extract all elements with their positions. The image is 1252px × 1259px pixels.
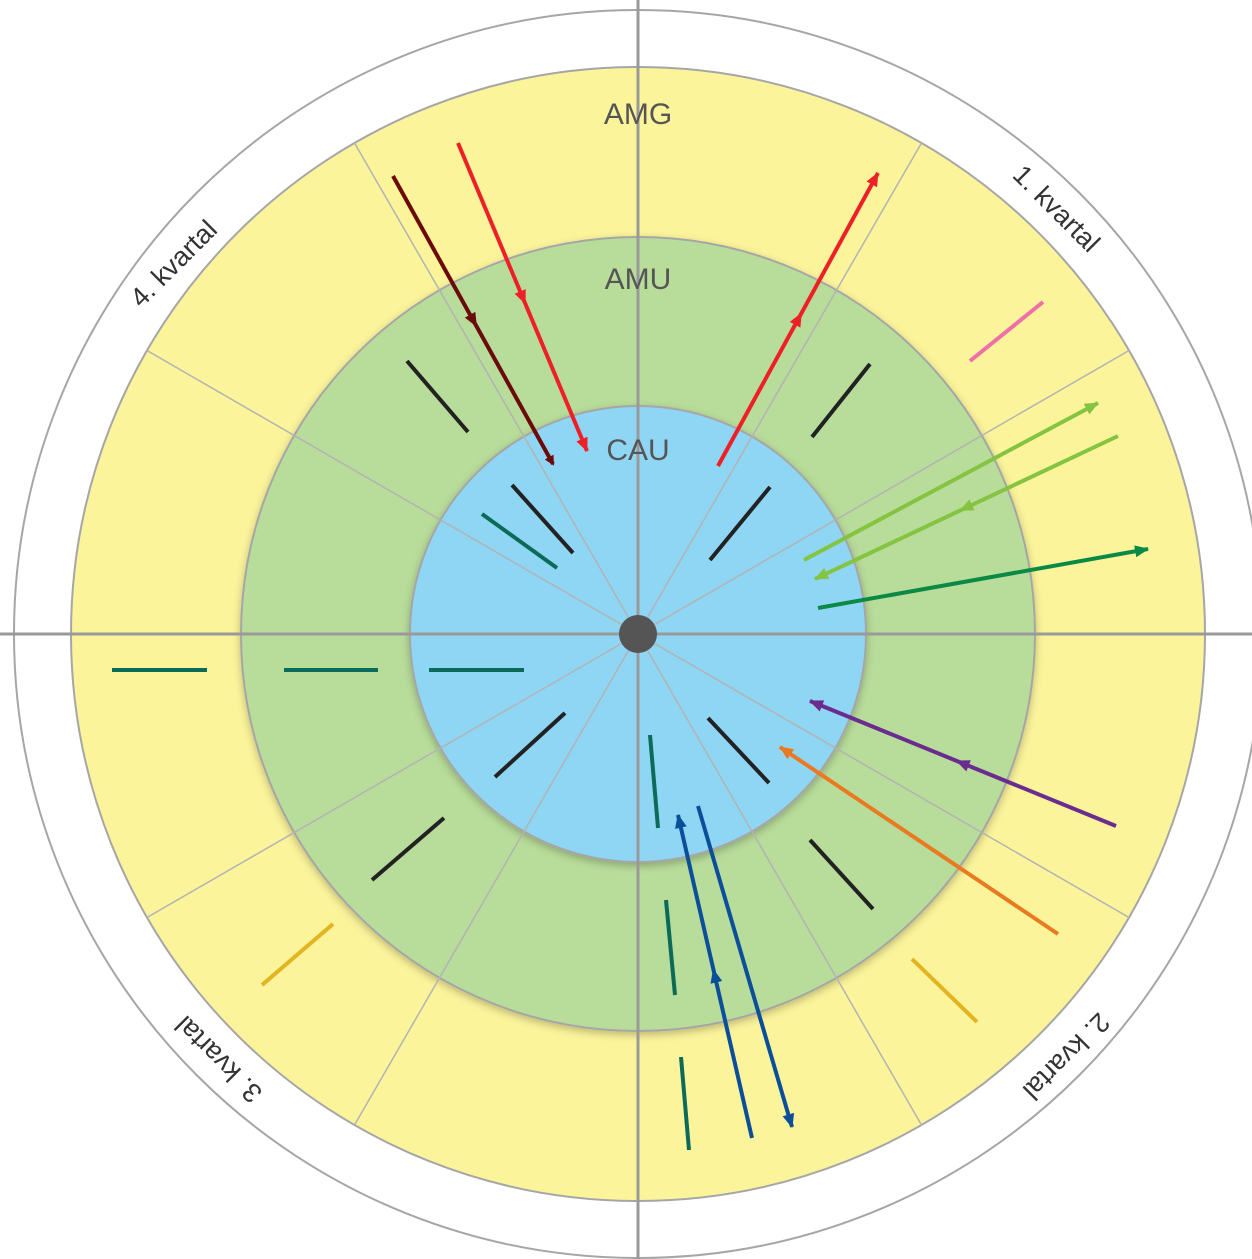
month-spoke [353, 633, 639, 1126]
activity-marker [648, 734, 660, 829]
activity-marker [405, 359, 470, 434]
activity-marker [679, 1056, 691, 1151]
activity-marker [706, 716, 771, 785]
month-spoke [353, 142, 639, 635]
activity-marker [510, 483, 575, 555]
activity-arrow [803, 401, 1099, 562]
activity-marker [370, 816, 446, 882]
month-spoke [146, 349, 639, 635]
arrow-midpoint-icon [955, 760, 971, 772]
activity-marker [968, 300, 1045, 363]
activity-marks [112, 142, 1149, 1151]
arrow-midpoint-icon [789, 312, 802, 328]
arrow-midpoint-icon [464, 311, 477, 327]
activity-arrow [696, 805, 795, 1128]
activity-arrow [817, 545, 1149, 610]
amg-label: AMG [604, 98, 672, 131]
month-spoke [637, 633, 923, 1126]
activity-marker [493, 711, 567, 779]
activity-marker [808, 838, 875, 911]
month-spoke [637, 633, 1130, 919]
arrow-midpoint-icon [959, 499, 975, 511]
month-spokes [146, 142, 1130, 1126]
activity-marker [910, 957, 979, 1024]
activity-marker [260, 922, 335, 987]
activity-marker [480, 512, 559, 570]
arrow-midpoint-icon [514, 289, 526, 305]
activity-marker [708, 485, 772, 562]
amu-label: AMU [605, 263, 672, 296]
activity-marker [664, 899, 677, 996]
activity-marker [810, 362, 872, 439]
activity-arrow [778, 745, 1060, 936]
month-spoke [637, 142, 923, 635]
cau-label: CAU [606, 434, 669, 467]
arrow-midpoint-icon [710, 968, 723, 984]
month-spoke [146, 633, 639, 919]
center-dot [619, 615, 657, 653]
month-spoke [637, 349, 1130, 635]
